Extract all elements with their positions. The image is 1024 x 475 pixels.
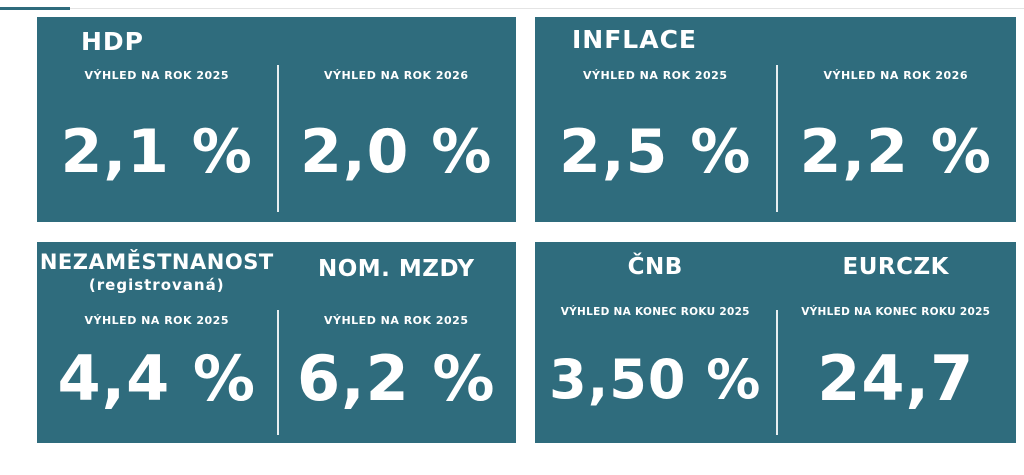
label: VÝHLED NA ROK 2026 (823, 69, 968, 82)
label: VÝHLED NA ROK 2025 (582, 69, 728, 82)
label: VÝHLED NA ROK 2025 (84, 69, 229, 82)
divider (276, 65, 279, 212)
value: 2,1 % (60, 117, 253, 187)
column: EURCZK VÝHLED NA KONEC ROKU 2025 24,7 (776, 242, 1017, 443)
column-title: EURCZK (842, 254, 949, 280)
panel-title: INFLACE (572, 25, 698, 54)
label: VÝHLED NA KONEC ROKU 2025 (560, 306, 750, 318)
column: NOM. MZDY VÝHLED NA ROK 2025 6,2 % (277, 242, 517, 443)
column: ČNB VÝHLED NA KONEC ROKU 2025 3,50 % (535, 242, 776, 443)
divider (775, 65, 778, 212)
panel-title: HDP (81, 27, 144, 56)
value: 2,2 % (799, 117, 992, 187)
panel: ČNB VÝHLED NA KONEC ROKU 2025 3,50 % EUR… (535, 242, 1016, 443)
label: VÝHLED NA ROK 2025 (84, 314, 229, 327)
divider (276, 310, 279, 435)
value: 24,7 (817, 342, 975, 415)
panel: NEZAMĚSTNANOST (registrovaná) VÝHLED NA … (37, 242, 516, 443)
panel: HDP VÝHLED NA ROK 2025 2,1 % VÝHLED NA R… (37, 17, 516, 222)
column-title: NEZAMĚSTNANOST (39, 250, 274, 274)
column-subtitle: (registrovaná) (88, 276, 225, 294)
top-accent (0, 7, 70, 10)
label: VÝHLED NA ROK 2026 (323, 69, 469, 82)
column-title: NOM. MZDY (317, 256, 475, 282)
column: VÝHLED NA ROK 2025 2,1 % (37, 17, 277, 222)
value: 2,0 % (300, 117, 493, 187)
value: 3,50 % (549, 348, 762, 411)
column: VÝHLED NA ROK 2026 2,2 % (776, 17, 1017, 222)
column-title: ČNB (627, 254, 683, 280)
label: VÝHLED NA KONEC ROKU 2025 (801, 306, 991, 318)
panel: INFLACE VÝHLED NA ROK 2025 2,5 % VÝHLED … (535, 17, 1016, 222)
value: 2,5 % (559, 117, 752, 187)
column: VÝHLED NA ROK 2025 2,5 % (535, 17, 776, 222)
value: 4,4 % (57, 342, 257, 415)
top-rule (0, 8, 1024, 9)
value: 6,2 % (296, 342, 496, 415)
label: VÝHLED NA ROK 2025 (323, 314, 469, 327)
column: VÝHLED NA ROK 2026 2,0 % (277, 17, 517, 222)
column: NEZAMĚSTNANOST (registrovaná) VÝHLED NA … (37, 242, 277, 443)
divider (775, 310, 778, 435)
